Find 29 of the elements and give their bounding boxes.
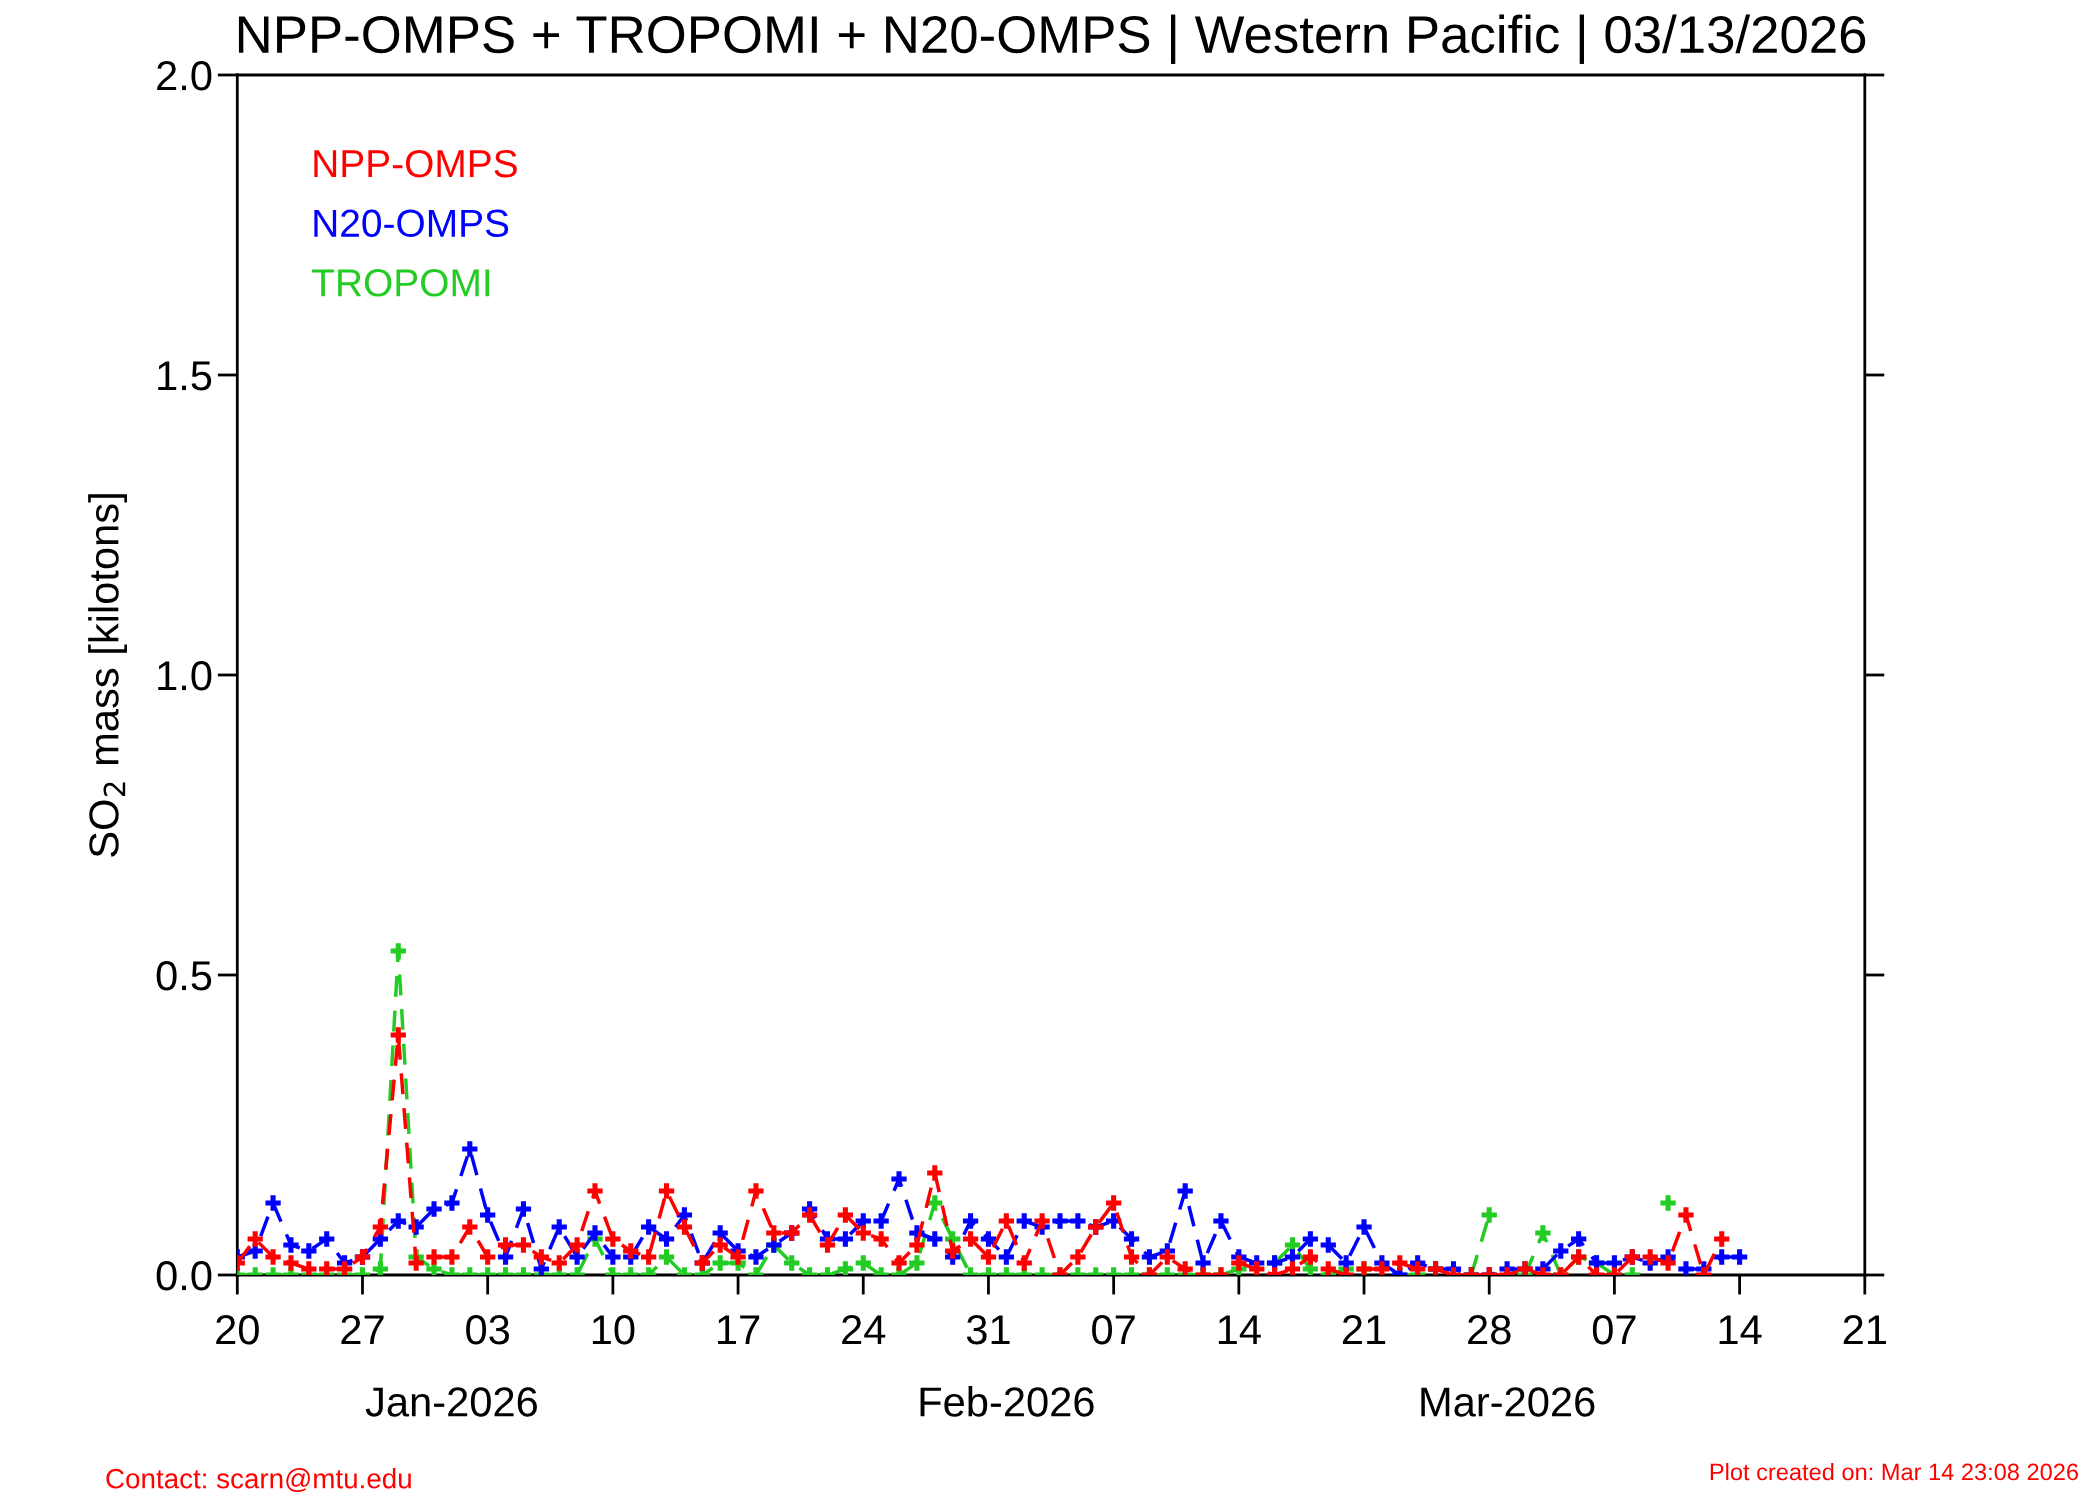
x-tick-label: 14 (1719, 1315, 1762, 1345)
x-tick-label: 07 (1092, 1314, 1135, 1345)
y-tick-label: 0.5 (156, 961, 212, 991)
x-tick-label: 14 (1218, 1315, 1261, 1345)
text: TROPOMI (312, 269, 490, 297)
x-tick-label: 03 (466, 1314, 510, 1345)
y-axis-title: SO$_{2}$ mass [kilotons] (88, 494, 127, 857)
x2-tick-label: Mar-2026 (1421, 1387, 1595, 1417)
x-tick-label: 21 (1342, 1314, 1386, 1345)
x-tick-label: 10 (592, 1314, 635, 1345)
chart-title: NPP-OMPS + TROPOMI + N20-OMPS | Western Pacific | 03/13/2026 (238, 14, 1866, 64)
text: Plot created on: Mar 14 23:08 2026 (1710, 1462, 2078, 1481)
x-tick-label: 20 (216, 1314, 259, 1345)
x-tick-label: 17 (718, 1315, 760, 1345)
x2-tick-label: Feb-2026 (920, 1386, 1094, 1417)
y-tick-label: 1.0 (158, 661, 212, 691)
x-tick-label: 31 (966, 1314, 1010, 1345)
text: NPP-OMPS (314, 149, 517, 178)
text: N20-OMPS (314, 209, 509, 238)
y-tick-label: 2.0 (157, 61, 212, 91)
y-tick-label: 0.0 (156, 1261, 212, 1291)
x-tick-label: 28 (1468, 1314, 1511, 1345)
y-tick-label: 1.5 (158, 361, 212, 391)
x2-tick-label: Jan-2026 (365, 1387, 537, 1417)
x-tick-label: 21 (1843, 1314, 1886, 1345)
x-tick-label: 27 (341, 1314, 384, 1345)
text: Contact: scarn@mtu.edu (106, 1468, 411, 1493)
x-tick-label: 07 (1592, 1314, 1636, 1345)
x-tick-label: 24 (842, 1314, 886, 1345)
